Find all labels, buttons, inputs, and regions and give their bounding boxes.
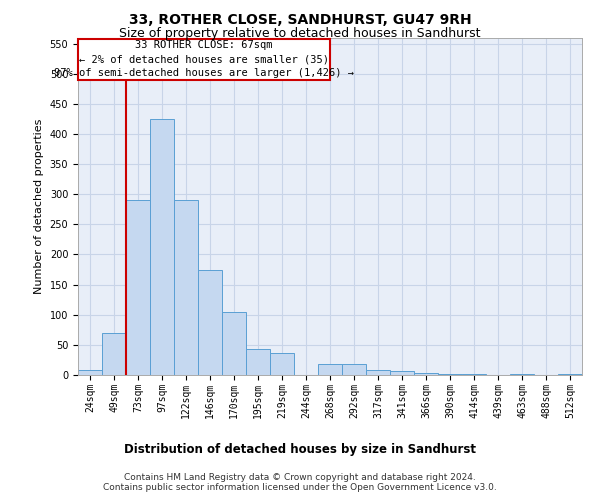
Text: Contains HM Land Registry data © Crown copyright and database right 2024.: Contains HM Land Registry data © Crown c… [124, 472, 476, 482]
Bar [150, 119, 174, 375]
Bar [342, 364, 366, 375]
Text: Distribution of detached houses by size in Sandhurst: Distribution of detached houses by size … [124, 442, 476, 456]
Bar [414, 373, 438, 375]
Bar [246, 349, 270, 375]
Text: 33 ROTHER CLOSE: 67sqm
← 2% of detached houses are smaller (35)
97% of semi-deta: 33 ROTHER CLOSE: 67sqm ← 2% of detached … [54, 40, 354, 78]
Bar [366, 370, 390, 375]
Bar [390, 371, 414, 375]
Text: 33, ROTHER CLOSE, SANDHURST, GU47 9RH: 33, ROTHER CLOSE, SANDHURST, GU47 9RH [128, 12, 472, 26]
Bar [102, 333, 126, 375]
Bar [438, 374, 462, 375]
Bar [126, 200, 150, 375]
Bar [318, 364, 342, 375]
Bar [510, 374, 534, 375]
Bar [222, 312, 246, 375]
Y-axis label: Number of detached properties: Number of detached properties [34, 118, 44, 294]
Text: Size of property relative to detached houses in Sandhurst: Size of property relative to detached ho… [119, 28, 481, 40]
FancyBboxPatch shape [78, 38, 330, 80]
Bar [174, 200, 198, 375]
Text: Contains public sector information licensed under the Open Government Licence v3: Contains public sector information licen… [103, 484, 497, 492]
Bar [270, 352, 294, 375]
Bar [78, 370, 102, 375]
Bar [558, 374, 582, 375]
Bar [198, 270, 222, 375]
Bar [462, 374, 486, 375]
